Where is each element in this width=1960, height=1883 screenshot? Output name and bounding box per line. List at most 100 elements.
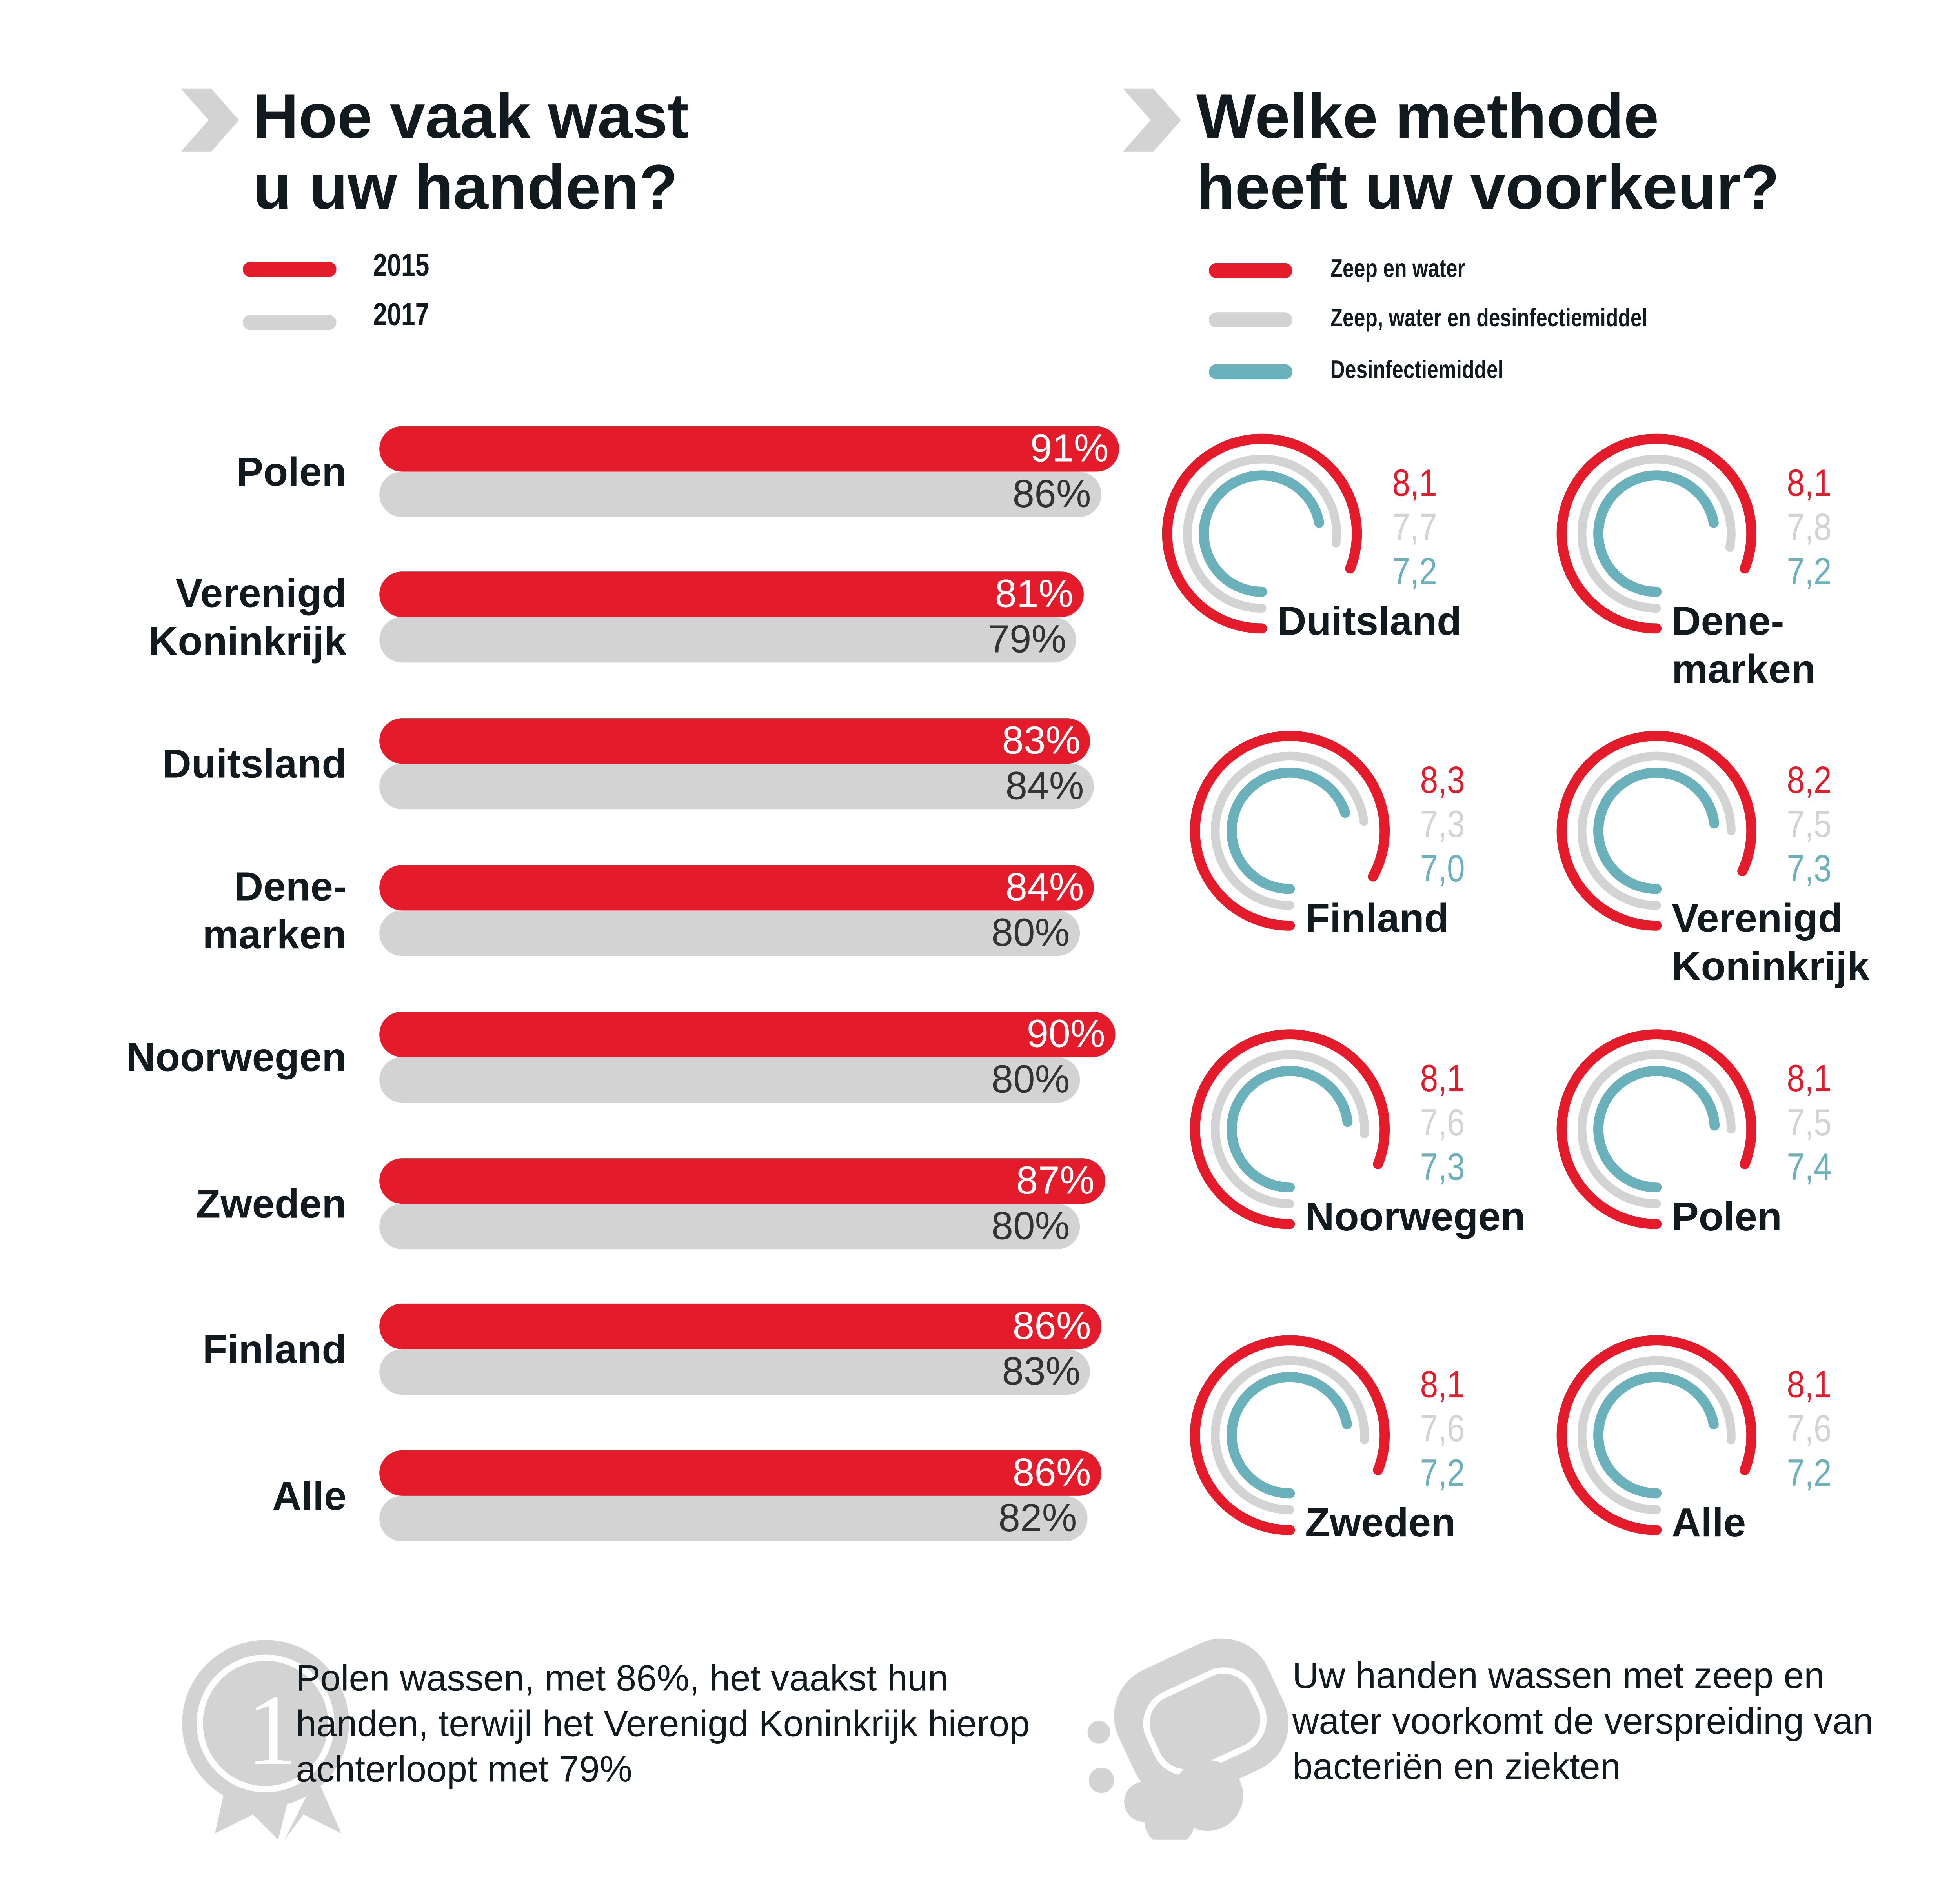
legend-label-zeep-water-desinfectie: Zeep, water en desinfectiemiddel: [1330, 304, 1647, 333]
bar-value-label: 86%: [1012, 471, 1091, 516]
bar-value-label: 81%: [995, 571, 1074, 616]
radial-value-label: 7,3: [1420, 804, 1465, 846]
radial-arc-2: [1593, 470, 1719, 597]
bar-value-label: 83%: [1002, 718, 1081, 763]
radial-value-label: 8,1: [1420, 1364, 1465, 1406]
radial-value-label: 8,1: [1787, 1058, 1832, 1100]
bar-category-label: Noorwegen: [126, 1034, 347, 1080]
bar-value-label: 83%: [1002, 1349, 1081, 1394]
bar-value-label: 84%: [1005, 865, 1084, 909]
radial-value-label: 7,5: [1787, 804, 1832, 846]
bar-value-label: 87%: [1016, 1158, 1095, 1203]
radial-country-label: Zweden: [1305, 1499, 1456, 1545]
radial-arc-1: [1183, 455, 1341, 613]
radial-country-label: Noorwegen: [1305, 1193, 1525, 1239]
radial-arc-1: [1210, 751, 1369, 910]
radial-value-label: 8,1: [1787, 1364, 1832, 1406]
radial-arc-2: [1227, 767, 1350, 894]
bar-2015: 84%: [379, 865, 1094, 911]
radial-arc-0: [1190, 731, 1390, 931]
radial-value-label: 7,2: [1392, 551, 1437, 593]
legend-swatch-zeep-water: [1209, 263, 1292, 278]
bar-value-label: 90%: [1026, 1012, 1105, 1056]
radial-arc-1: [1577, 455, 1736, 613]
bar-value-label: 84%: [1005, 764, 1084, 808]
radial-arc-0: [1556, 1029, 1756, 1229]
bar-2015: 90%: [379, 1012, 1116, 1057]
legend-label-2015: 2015: [373, 247, 429, 284]
legend-label-zeep-water: Zeep en water: [1330, 255, 1465, 284]
radial-arc-1: [1210, 1356, 1369, 1514]
radial-arc-2: [1227, 1066, 1353, 1193]
bar-value-label: 80%: [991, 910, 1070, 955]
bar-2017: 82%: [379, 1495, 1087, 1541]
radial-country-label: Alle: [1671, 1499, 1746, 1545]
radial-chart: [1162, 433, 1362, 634]
bar-2017: 84%: [379, 764, 1094, 810]
medal-first-place-icon: 1: [182, 1640, 349, 1840]
radial-country-label: Verenigd Koninkrijk: [1671, 895, 1870, 989]
radial-arc-1: [1577, 1356, 1736, 1514]
radial-arc-1: [1210, 1050, 1369, 1208]
chevron-right-icon: [181, 88, 239, 152]
legend-swatch-zeep-water-desinfectie: [1209, 312, 1292, 327]
radial-value-label: 7,2: [1420, 1453, 1465, 1495]
radial-arc-0: [1190, 1029, 1390, 1229]
radial-arc-2: [1593, 1372, 1719, 1499]
radial-value-label: 7,4: [1787, 1147, 1832, 1189]
radial-value-label: 7,7: [1392, 507, 1437, 549]
bar-2017: 80%: [379, 910, 1080, 956]
bar-category-label: Finland: [202, 1326, 347, 1372]
bar-value-label: 86%: [1012, 1450, 1091, 1495]
bar-category-label: Alle: [272, 1473, 347, 1519]
radial-value-label: 7,3: [1420, 1147, 1465, 1189]
bar-value-label: 79%: [988, 617, 1066, 662]
legend-swatch-2017: [242, 315, 337, 330]
radial-arc-2: [1199, 470, 1325, 597]
radial-country-label: Dene-marken: [1671, 598, 1816, 692]
radial-value-label: 8,2: [1787, 760, 1832, 802]
radial-value-label: 7,6: [1420, 1103, 1465, 1144]
radial-arc-2: [1227, 1372, 1352, 1499]
bar-value-label: 80%: [991, 1204, 1070, 1248]
radial-value-label: 7,6: [1787, 1408, 1832, 1450]
radial-arc-1: [1577, 751, 1736, 910]
radial-value-label: 7,2: [1787, 551, 1832, 593]
radial-chart: [1190, 1029, 1390, 1229]
radial-chart: [1556, 1335, 1756, 1535]
bar-value-label: 82%: [998, 1495, 1077, 1540]
bar-value-label: 91%: [1030, 426, 1109, 471]
legend-swatch-2015: [242, 262, 337, 277]
left-title: Hoe vaak wast u uw handen?: [253, 81, 689, 223]
radial-value-label: 7,3: [1787, 848, 1832, 890]
bar-value-label: 80%: [991, 1057, 1070, 1102]
right-title: Welke methode heeft uw voorkeur?: [1196, 81, 1780, 223]
radial-arc-0: [1556, 1335, 1756, 1535]
radial-country-label: Finland: [1305, 895, 1449, 941]
radial-value-label: 7,8: [1787, 507, 1832, 549]
bar-category-label: Verenigd Koninkrijk: [148, 570, 347, 664]
radial-value-label: 7,5: [1787, 1103, 1832, 1144]
bar-category-label: Polen: [236, 449, 347, 495]
bar-2015: 86%: [379, 1303, 1101, 1349]
radial-value-label: 8,1: [1420, 1058, 1465, 1100]
radial-value-label: 7,0: [1420, 848, 1465, 890]
radial-arc-2: [1593, 767, 1720, 894]
radial-value-label: 8,3: [1420, 760, 1465, 802]
left-note: Polen wassen, met 86%, het vaakst hun ha…: [296, 1659, 1030, 1791]
bar-2017: 83%: [379, 1349, 1091, 1395]
radial-country-label: Duitsland: [1277, 598, 1462, 644]
radial-arc-0: [1162, 433, 1362, 634]
radial-country-label: Polen: [1671, 1193, 1782, 1239]
legend-label-2017: 2017: [373, 297, 429, 333]
bar-2015: 87%: [379, 1158, 1105, 1204]
radial-arc-0: [1556, 731, 1756, 931]
bar-2015: 81%: [379, 571, 1084, 617]
right-note: Uw handen wassen met zeep en water voork…: [1292, 1656, 1873, 1788]
bar-2017: 79%: [379, 617, 1077, 663]
bar-2015: 83%: [379, 718, 1091, 764]
bar-2017: 86%: [379, 471, 1101, 517]
soap-bar-icon: [1087, 1638, 1289, 1840]
radial-chart: [1556, 1029, 1756, 1229]
